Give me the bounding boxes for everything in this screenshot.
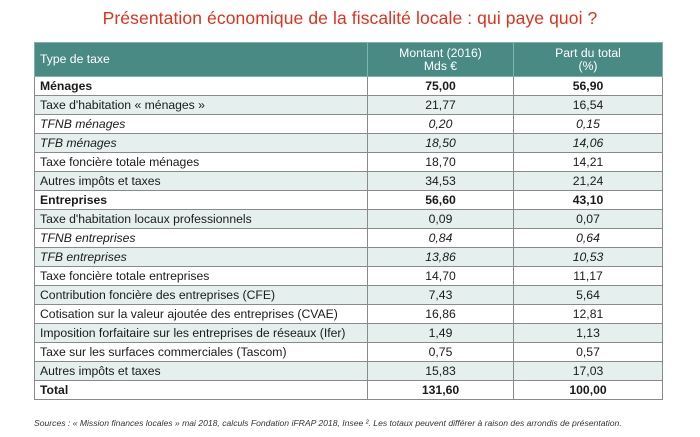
cell-montant: 75,00	[367, 76, 514, 96]
cell-part: 10,53	[513, 247, 663, 267]
cell-part: 0,15	[513, 114, 663, 134]
table-row: TFB entreprises 13,86 10,53	[34, 247, 663, 267]
cell-montant: 14,70	[367, 266, 514, 286]
header-montant-line2: Mds €	[423, 58, 458, 73]
table-row: Taxe sur les surfaces commerciales (Tasc…	[34, 342, 663, 362]
table-header-row: Type de taxe Montant (2016) Mds € Part d…	[34, 42, 663, 77]
cell-part: 1,13	[513, 323, 663, 343]
cell-label: Taxe d'habitation « ménages »	[34, 95, 368, 115]
table-row: Ménages 75,00 56,90	[34, 76, 663, 96]
source-note: Sources : « Mission finances locales » m…	[34, 418, 622, 428]
page-title: Présentation économique de la fiscalité …	[102, 8, 598, 28]
cell-part: 21,24	[513, 171, 663, 191]
cell-part: 14,21	[513, 152, 663, 172]
cell-part: 12,81	[513, 304, 663, 324]
cell-montant: 0,84	[367, 228, 514, 248]
cell-montant: 7,43	[367, 285, 514, 305]
table-row: Entreprises 56,60 43,10	[34, 190, 663, 210]
table-row: Taxe foncière totale ménages 18,70 14,21	[34, 152, 663, 172]
cell-montant: 15,83	[367, 361, 514, 381]
cell-part: 56,90	[513, 76, 663, 96]
table-row: Autres impôts et taxes 34,53 21,24	[34, 171, 663, 191]
cell-label: Taxe sur les surfaces commerciales (Tasc…	[34, 342, 368, 362]
table-row: Taxe d'habitation locaux professionnels 0…	[34, 209, 663, 229]
tax-table: Type de taxe Montant (2016) Mds € Part d…	[34, 42, 663, 400]
table-row: TFNB ménages 0,20 0,15	[34, 114, 663, 134]
header-part-line2: (%)	[578, 58, 598, 73]
cell-part: 0,57	[513, 342, 663, 362]
cell-montant: 131,60	[367, 380, 514, 400]
cell-montant: 0,75	[367, 342, 514, 362]
table-row: Taxe foncière totale entreprises 14,70 11,…	[34, 266, 663, 286]
cell-label: Imposition forfaitaire sur les entrepris…	[34, 323, 368, 343]
cell-label: Taxe d'habitation locaux professionnels	[34, 209, 368, 229]
cell-part: 14,06	[513, 133, 663, 153]
cell-label: Autres impôts et taxes	[34, 361, 368, 381]
cell-montant: 0,20	[367, 114, 514, 134]
cell-label: Taxe foncière totale entreprises	[34, 266, 368, 286]
cell-label: TFB ménages	[34, 133, 368, 153]
cell-label: Autres impôts et taxes	[34, 171, 368, 191]
table-row: Cotisation sur la valeur ajoutée des ent…	[34, 304, 663, 324]
table-row: Imposition forfaitaire sur les entrepris…	[34, 323, 663, 343]
cell-part: 5,64	[513, 285, 663, 305]
cell-montant: 16,86	[367, 304, 514, 324]
cell-montant: 34,53	[367, 171, 514, 191]
table-row: Contribution foncière des entreprises (C…	[34, 285, 663, 305]
cell-montant: 18,70	[367, 152, 514, 172]
cell-part: 11,17	[513, 266, 663, 286]
cell-montant: 18,50	[367, 133, 514, 153]
cell-montant: 13,86	[367, 247, 514, 267]
cell-label: Total	[34, 380, 368, 400]
header-montant: Montant (2016) Mds €	[367, 42, 514, 77]
cell-montant: 0,09	[367, 209, 514, 229]
cell-part: 17,03	[513, 361, 663, 381]
table-row: TFB ménages 18,50 14,06	[34, 133, 663, 153]
header-part-line1: Part du total	[555, 45, 621, 60]
cell-label: Contribution foncière des entreprises (C…	[34, 285, 368, 305]
table-body: Ménages 75,00 56,90 Taxe d'habitation « mén…	[34, 76, 663, 400]
header-part: Part du total (%)	[513, 42, 663, 77]
cell-montant: 1,49	[367, 323, 514, 343]
header-montant-line1: Montant (2016)	[399, 45, 482, 60]
table-row: Taxe d'habitation « ménages » 21,77 16,54	[34, 95, 663, 115]
cell-label: Ménages	[34, 76, 368, 96]
cell-part: 16,54	[513, 95, 663, 115]
table-row: Total 131,60 100,00	[34, 380, 663, 400]
cell-label: TFNB ménages	[34, 114, 368, 134]
cell-label: Taxe foncière totale ménages	[34, 152, 368, 172]
cell-part: 100,00	[513, 380, 663, 400]
cell-label: Cotisation sur la valeur ajoutée des ent…	[34, 304, 368, 324]
table-row: TFNB entreprises 0,84 0,64	[34, 228, 663, 248]
cell-montant: 56,60	[367, 190, 514, 210]
cell-montant: 21,77	[367, 95, 514, 115]
cell-label: TFNB entreprises	[34, 228, 368, 248]
header-type: Type de taxe	[34, 42, 368, 77]
cell-label: Entreprises	[34, 190, 368, 210]
cell-label: TFB entreprises	[34, 247, 368, 267]
table-row: Autres impôts et taxes 15,83 17,03	[34, 361, 663, 381]
cell-part: 0,07	[513, 209, 663, 229]
cell-part: 43,10	[513, 190, 663, 210]
cell-part: 0,64	[513, 228, 663, 248]
